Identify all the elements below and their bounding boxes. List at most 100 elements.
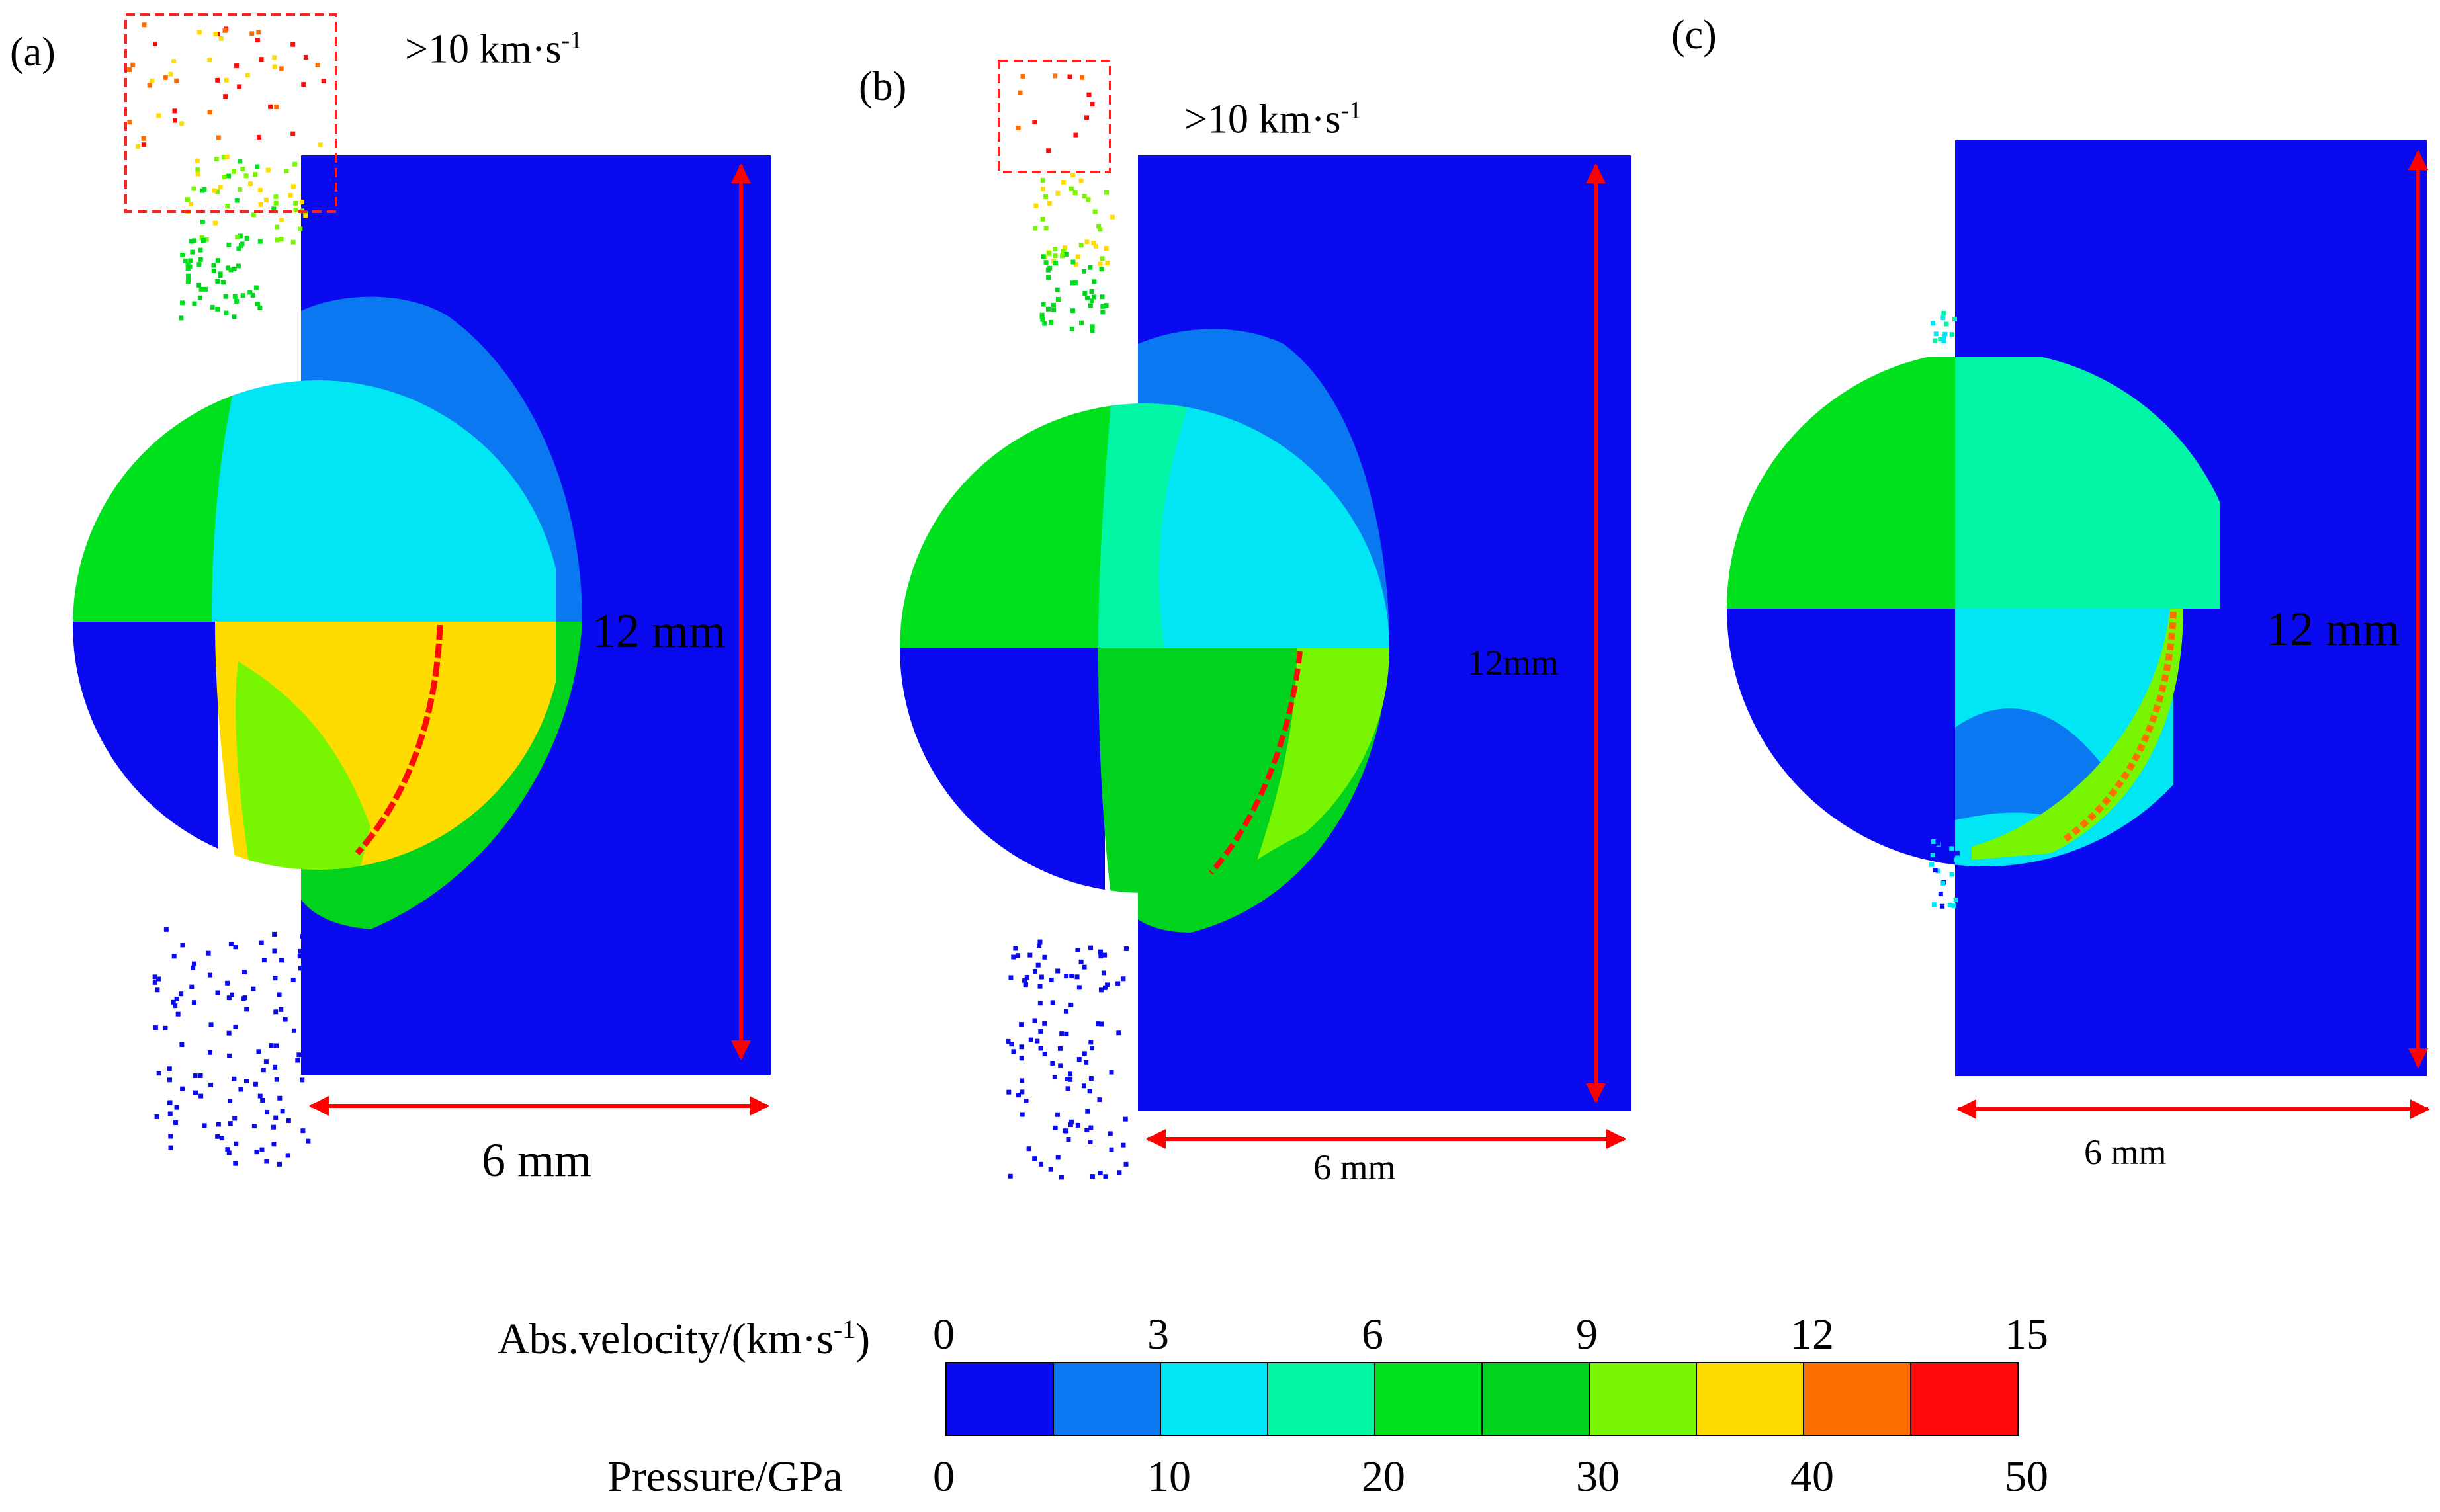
ejecta-particle (206, 950, 211, 956)
ejecta-particle (265, 1109, 270, 1114)
ejecta-particle (1076, 1057, 1082, 1062)
ejecta-particle (1050, 1060, 1055, 1066)
ejecta-particle (1086, 92, 1092, 97)
ejecta-particle (279, 958, 284, 963)
ejecta-particle (1055, 190, 1061, 196)
ejecta-particle (296, 1052, 302, 1058)
ejecta-particle (1037, 1001, 1043, 1006)
ejecta-particle (1108, 1131, 1113, 1136)
ejecta-particle (269, 1043, 274, 1048)
ejecta-particle (283, 1017, 288, 1022)
ejecta-particle (233, 1161, 238, 1166)
ejecta-particle (1051, 302, 1056, 308)
ejecta-particle (1104, 303, 1109, 308)
ejecta-particle (273, 1009, 279, 1015)
ejecta-particle (1084, 239, 1090, 245)
ejecta-particle (211, 269, 216, 274)
ejecta-particle (198, 286, 204, 292)
ejecta-particle (284, 168, 289, 173)
ejecta-particle (1055, 287, 1060, 292)
panel-c-letter: (c) (1671, 13, 1717, 58)
ejecta-particle (222, 174, 227, 179)
ejecta-particle (273, 1115, 279, 1120)
ejecta-particle (196, 282, 202, 288)
ejecta-particle (1027, 952, 1033, 958)
ejecta-particle (238, 187, 243, 192)
ejecta-particle (1061, 179, 1066, 185)
ejecta-particle (226, 173, 232, 179)
colorbar-swatch (1160, 1362, 1268, 1436)
ejecta-particle (1020, 1078, 1025, 1083)
ejecta-particle (306, 968, 312, 973)
ejecta-particle (251, 1124, 257, 1129)
ejecta-particle (1084, 115, 1090, 120)
panel-a-height-label: 12 mm (592, 605, 726, 657)
ejecta-particle (1041, 302, 1046, 307)
ejecta-particle (1093, 243, 1098, 249)
ejecta-particle (1099, 267, 1104, 272)
ejecta-particle (198, 1093, 204, 1099)
velocity-axis-title: Abs.velocity/(km·s-1) (498, 1314, 871, 1363)
ejecta-particle (292, 161, 298, 167)
ejecta-particle (1090, 328, 1095, 333)
ejecta-particle (1099, 1021, 1104, 1027)
ejecta-particle (1065, 1077, 1070, 1082)
panel-b-q-top-right-shade (1098, 403, 1191, 648)
ejecta-particle (1081, 269, 1086, 274)
ejecta-particle (188, 258, 193, 263)
ejecta-particle (1037, 939, 1043, 945)
ejecta-particle (271, 206, 277, 212)
colorbar-swatch (1481, 1362, 1590, 1436)
ejecta-particle (136, 144, 141, 149)
ejecta-particle (1038, 1046, 1043, 1051)
ejecta-particle (141, 142, 146, 147)
panel-c-width-label: 6 mm (2084, 1132, 2167, 1172)
ejecta-particle (257, 305, 263, 310)
panel-b (900, 60, 1631, 1180)
ejecta-particle (1037, 984, 1043, 989)
colorbar-swatch (1803, 1362, 1911, 1436)
ejecta-particle (127, 120, 132, 125)
ejecta-particle (228, 941, 234, 946)
ejecta-particle (232, 294, 238, 299)
ejecta-particle (156, 1071, 161, 1076)
ejecta-particle (1085, 296, 1090, 301)
colorbar-swatch (1696, 1362, 1804, 1436)
ejecta-particle (204, 237, 209, 242)
ejecta-particle (240, 293, 245, 298)
ejecta-particle (1043, 194, 1049, 200)
ejecta-particle (1033, 968, 1038, 974)
ejecta-particle (1043, 260, 1049, 265)
ejecta-particle (302, 998, 308, 1003)
colorbar-swatch (1589, 1362, 1697, 1436)
ejecta-particle (1043, 226, 1049, 231)
ejecta-particle (1018, 90, 1023, 95)
ejecta-particle (273, 976, 278, 981)
ejecta-particle (1087, 1089, 1092, 1094)
ejecta-particle (1951, 903, 1956, 909)
ejecta-particle (1068, 1119, 1074, 1124)
ejecta-particle (1070, 308, 1075, 314)
ejecta-particle (1070, 173, 1075, 178)
ejecta-particle (277, 1095, 283, 1101)
panel-b-height-label: 12mm (1467, 643, 1559, 683)
panel-c-shear-band (2062, 611, 2177, 843)
ejecta-particle (173, 118, 178, 123)
ejecta-particle (298, 966, 303, 971)
ejecta-particle (1035, 1038, 1040, 1044)
velocity-tick: 15 (2005, 1310, 2048, 1359)
ejecta-particle (1078, 178, 1084, 183)
ejecta-particle (1069, 973, 1074, 978)
ejecta-particle (224, 310, 229, 315)
ejecta-particle (272, 931, 277, 937)
ejecta-particle (263, 1059, 269, 1064)
ejecta-particle (236, 263, 241, 269)
panel-b-shear-band (1208, 651, 1303, 875)
ejecta-particle (255, 38, 260, 43)
ejecta-particle (273, 200, 279, 206)
ejecta-particle (1020, 1089, 1025, 1095)
ejecta-particle (1064, 1031, 1069, 1036)
ejecta-particle (1055, 297, 1061, 302)
ejecta-particle (1026, 1146, 1031, 1152)
panel-a-shear-band (355, 624, 443, 855)
